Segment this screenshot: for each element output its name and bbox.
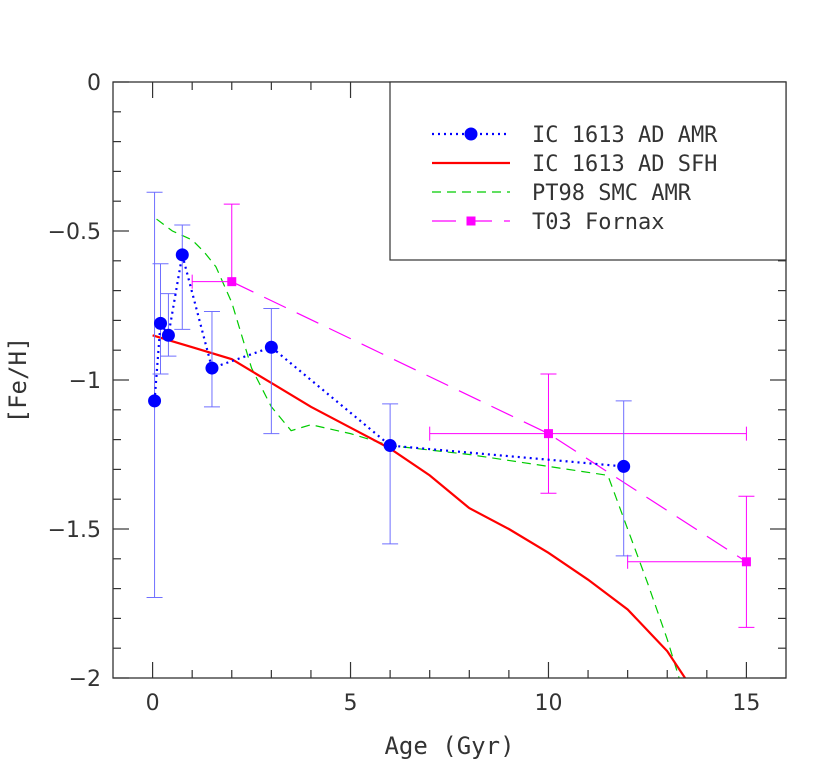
legend-label: IC 1613 AD SFH <box>532 152 717 177</box>
legend: IC 1613 AD AMR IC 1613 AD SFH PT98 SMC AMR… <box>389 81 787 261</box>
data-point <box>227 277 237 287</box>
data-point <box>205 361 219 375</box>
series-line <box>152 334 687 678</box>
series-layer <box>146 191 755 678</box>
x-tick-label: 5 <box>344 691 358 716</box>
data-point <box>617 459 631 473</box>
legend-label: T03 Fornax <box>532 210 664 235</box>
series-1 <box>152 334 687 678</box>
legend-label: IC 1613 AD AMR <box>532 123 718 148</box>
x-tick-label: 0 <box>146 691 160 716</box>
y-tick-label: −2 <box>69 667 101 692</box>
series-3 <box>191 203 755 628</box>
x-tick-label: 10 <box>534 691 562 716</box>
data-point <box>161 328 175 342</box>
data-point <box>543 429 553 439</box>
data-point <box>175 248 189 262</box>
y-tick-label: −1 <box>69 369 101 394</box>
x-tick-label: 15 <box>732 691 760 716</box>
legend-box <box>389 81 787 261</box>
data-point <box>383 439 397 453</box>
series-line <box>153 254 624 468</box>
y-tick-label: −1.5 <box>48 518 101 543</box>
data-point <box>154 316 168 330</box>
data-point <box>148 394 162 408</box>
y-axis-title: [Fe/H] <box>4 337 32 424</box>
y-tick-label: −0.5 <box>48 220 101 245</box>
series-line <box>231 281 747 563</box>
series-0 <box>146 191 632 599</box>
data-point <box>741 557 751 567</box>
legend-marker <box>466 216 476 226</box>
legend-marker <box>464 127 478 141</box>
tick-labels: 0 5 10 15 0 −0.5 −1 −1.5 −2 <box>48 71 761 716</box>
y-tick-label: 0 <box>87 71 101 96</box>
x-axis-title: Age (Gyr) <box>384 732 514 760</box>
data-point <box>264 340 278 354</box>
legend-label: PT98 SMC AMR <box>532 181 692 206</box>
